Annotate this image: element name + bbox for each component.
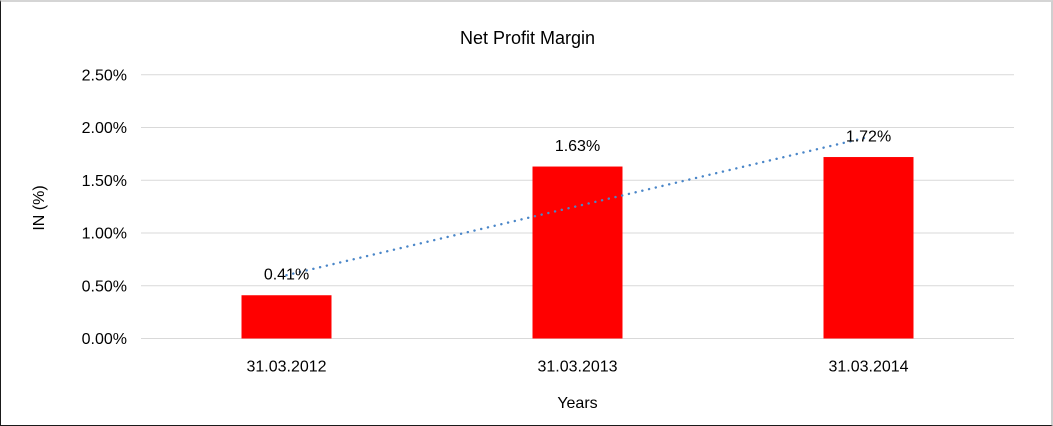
y-tick-label: 2.00%	[82, 120, 127, 137]
x-tick-label: 31.03.2014	[828, 359, 908, 376]
bar	[532, 166, 623, 339]
x-tick-label: 31.03.2012	[246, 359, 326, 376]
x-axis-title: Years	[557, 395, 598, 412]
y-tick-label: 1.50%	[82, 173, 127, 190]
bar	[241, 295, 332, 339]
y-tick-label: 0.00%	[82, 331, 127, 348]
chart-title: Net Profit Margin	[459, 28, 596, 48]
data-label: 0.41%	[264, 267, 309, 284]
data-label: 1.63%	[555, 138, 600, 155]
x-tick-label: 31.03.2013	[537, 359, 617, 376]
y-tick-label: 1.00%	[82, 226, 127, 243]
y-tick-label: 2.50%	[82, 67, 127, 84]
y-tick-label: 0.50%	[82, 278, 127, 295]
data-label: 1.72%	[846, 129, 891, 146]
bar	[823, 157, 914, 339]
